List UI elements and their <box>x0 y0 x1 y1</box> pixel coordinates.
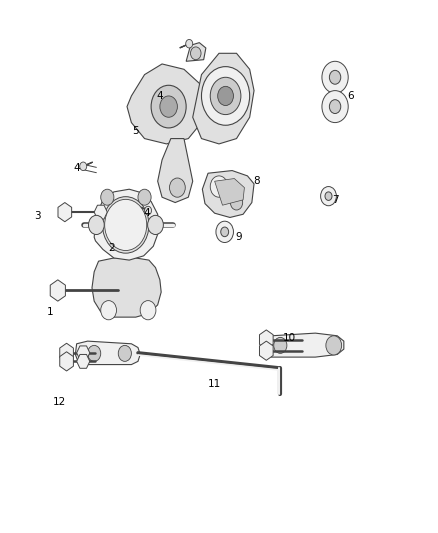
Circle shape <box>138 189 151 205</box>
Polygon shape <box>202 171 254 217</box>
Circle shape <box>210 77 241 115</box>
Circle shape <box>148 215 163 235</box>
Polygon shape <box>127 64 206 144</box>
Circle shape <box>325 192 332 200</box>
Circle shape <box>329 70 341 84</box>
Text: 4: 4 <box>73 163 80 173</box>
Circle shape <box>80 162 87 171</box>
Polygon shape <box>75 341 140 365</box>
Circle shape <box>326 336 342 355</box>
Text: 9: 9 <box>235 232 242 242</box>
Circle shape <box>88 345 101 361</box>
Polygon shape <box>158 139 193 203</box>
Circle shape <box>216 221 233 243</box>
Text: 2: 2 <box>108 243 115 253</box>
Circle shape <box>151 85 186 128</box>
Circle shape <box>88 215 104 235</box>
Circle shape <box>186 39 193 48</box>
Circle shape <box>191 47 201 60</box>
Circle shape <box>201 67 250 125</box>
Text: 12: 12 <box>53 398 66 407</box>
Circle shape <box>218 86 233 106</box>
Circle shape <box>101 189 114 205</box>
Circle shape <box>170 178 185 197</box>
Circle shape <box>210 176 228 197</box>
Text: 8: 8 <box>253 176 260 186</box>
Circle shape <box>118 345 131 361</box>
Circle shape <box>160 96 177 117</box>
Text: 5: 5 <box>132 126 139 135</box>
Polygon shape <box>193 53 254 144</box>
Circle shape <box>322 91 348 123</box>
Polygon shape <box>265 333 344 357</box>
Text: 11: 11 <box>208 379 221 389</box>
Text: 10: 10 <box>283 334 296 343</box>
Circle shape <box>329 100 341 114</box>
Circle shape <box>322 61 348 93</box>
Polygon shape <box>215 179 244 205</box>
Polygon shape <box>92 257 161 317</box>
Circle shape <box>230 195 243 210</box>
Circle shape <box>105 199 147 251</box>
Polygon shape <box>94 189 159 260</box>
Circle shape <box>140 301 156 320</box>
Circle shape <box>101 301 117 320</box>
Circle shape <box>274 337 287 353</box>
Circle shape <box>102 197 149 253</box>
Text: 7: 7 <box>332 195 339 205</box>
Text: 3: 3 <box>34 211 41 221</box>
Text: 4: 4 <box>156 91 163 101</box>
Circle shape <box>321 187 336 206</box>
Polygon shape <box>186 43 206 61</box>
Circle shape <box>145 206 152 215</box>
Text: 1: 1 <box>47 307 54 317</box>
Text: 6: 6 <box>347 91 354 101</box>
Text: 4: 4 <box>143 208 150 218</box>
Circle shape <box>221 227 229 237</box>
